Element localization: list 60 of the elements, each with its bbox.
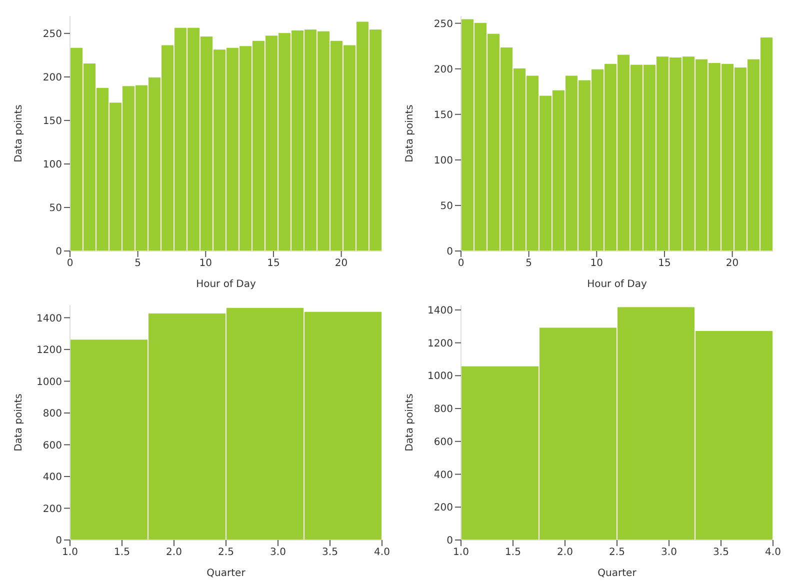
x-tick-label: 1.0 <box>453 547 469 558</box>
y-tick-label: 0 <box>446 536 453 547</box>
y-axis-title: Data points <box>14 394 25 452</box>
y-tick-label: 800 <box>434 404 453 416</box>
x-tick-label: 3.5 <box>322 547 338 558</box>
x-tick-label: 10 <box>590 258 604 270</box>
x-tick-label: 5 <box>526 258 532 270</box>
y-tick-label: 0 <box>446 246 453 258</box>
y-tick-label: 1400 <box>36 313 62 324</box>
y-tick-label: 200 <box>42 504 62 515</box>
x-tick-label: 1.5 <box>505 547 521 558</box>
x-tick-label: 20 <box>726 258 739 270</box>
x-axis-title: Hour of Day <box>587 279 647 290</box>
x-tick-label: 1.5 <box>114 547 130 558</box>
x-tick-label: 1.0 <box>62 547 78 558</box>
y-tick-label: 0 <box>56 246 62 258</box>
x-tick-label: 5 <box>134 258 142 270</box>
y-tick-label: 1000 <box>428 371 453 382</box>
y-axis-title: Data points <box>404 394 416 452</box>
x-tick-label: 10 <box>199 258 212 270</box>
y-tick-label: 150 <box>42 116 62 127</box>
y-tick-label: 150 <box>434 110 453 121</box>
y-tick-label: 1000 <box>36 376 62 388</box>
y-tick-label: 200 <box>434 64 453 76</box>
y-tick-label: 600 <box>434 436 453 448</box>
x-axis-title: Quarter <box>206 568 246 579</box>
x-tick-label: 3.0 <box>661 547 677 558</box>
y-tick-label: 600 <box>42 440 62 452</box>
y-tick-label: 800 <box>42 408 62 420</box>
x-tick-label: 20 <box>334 258 348 270</box>
y-tick-label: 400 <box>434 470 453 481</box>
x-tick-label: 15 <box>267 258 280 270</box>
x-tick-label: 0 <box>458 258 464 270</box>
y-tick-label: 50 <box>49 203 62 214</box>
x-tick-label: 4.0 <box>374 547 390 558</box>
x-axis-title: Hour of Day <box>196 279 256 290</box>
x-tick-label: 3.5 <box>713 547 729 558</box>
x-tick-label: 15 <box>658 258 671 270</box>
y-tick-label: 100 <box>42 160 62 171</box>
y-tick-label: 1400 <box>428 305 453 316</box>
x-tick-label: 4.0 <box>765 547 781 558</box>
x-tick-label: 2.0 <box>166 547 182 558</box>
y-tick-label: 1200 <box>36 345 62 356</box>
y-tick-label: 1200 <box>428 338 453 350</box>
y-tick-label: 50 <box>440 201 453 212</box>
y-tick-label: 400 <box>42 472 62 484</box>
y-tick-label: 250 <box>42 28 62 40</box>
x-tick-label: 2.0 <box>557 547 573 558</box>
x-tick-label: 2.5 <box>609 547 625 558</box>
y-tick-label: 0 <box>56 536 62 547</box>
x-tick-label: 2.5 <box>218 547 234 558</box>
y-tick-label: 200 <box>42 72 62 84</box>
y-axis-title: Data points <box>404 104 416 162</box>
y-tick-label: 100 <box>434 155 453 166</box>
y-tick-label: 250 <box>434 18 453 30</box>
y-axis-title: Data points <box>14 104 25 162</box>
x-tick-label: 3.0 <box>270 547 286 558</box>
x-tick-label: 0 <box>66 258 74 270</box>
x-axis-title: Quarter <box>598 568 638 579</box>
y-tick-label: 200 <box>434 502 453 514</box>
